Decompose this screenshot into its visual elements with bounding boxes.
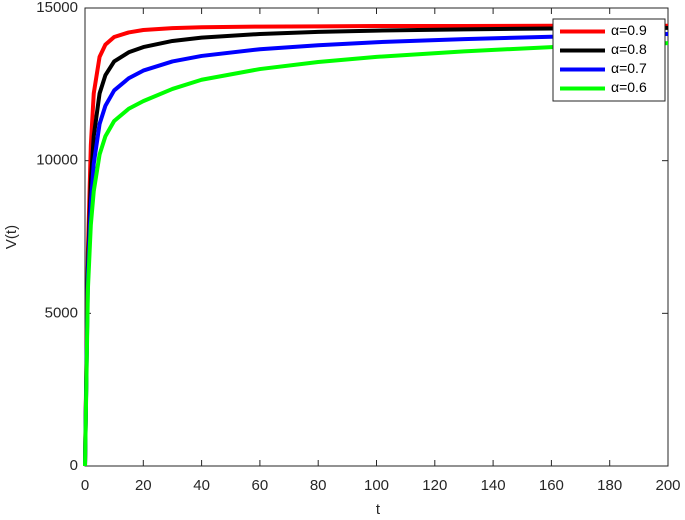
legend-label: α=0.7: [611, 60, 647, 76]
x-tick-label: 40: [193, 477, 210, 494]
x-tick-label: 20: [135, 477, 152, 494]
legend-label: α=0.9: [611, 22, 647, 38]
x-tick-label: 120: [422, 477, 447, 494]
x-tick-label: 100: [364, 477, 389, 494]
series-line: [83, 23, 668, 467]
x-tick-label: 160: [539, 477, 564, 494]
x-tick-label: 140: [481, 477, 506, 494]
y-tick-label: 0: [70, 457, 78, 474]
legend-label: α=0.8: [611, 41, 647, 57]
y-axis-label: V(t): [3, 225, 20, 249]
y-tick-label: 15000: [36, 0, 78, 16]
legend: α=0.9 α=0.8 α=0.7 α=0.6: [552, 18, 666, 102]
y-tick-label: 5000: [45, 304, 78, 321]
x-tick-label: 60: [252, 477, 269, 494]
x-tick-label: 200: [655, 477, 680, 494]
series-line: [83, 31, 669, 467]
legend-label: α=0.6: [611, 79, 647, 95]
x-tick-label: 180: [597, 477, 622, 494]
x-tick-label: 80: [310, 477, 327, 494]
x-axis-label: t: [376, 501, 381, 518]
y-tick-label: 10000: [36, 152, 78, 169]
series-line: [83, 41, 669, 467]
series-line: [83, 25, 669, 467]
x-tick-label: 0: [81, 477, 89, 494]
